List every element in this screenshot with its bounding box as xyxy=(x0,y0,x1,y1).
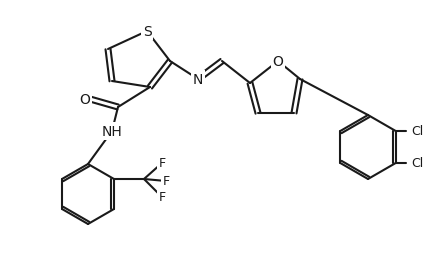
Text: F: F xyxy=(159,157,166,170)
Text: O: O xyxy=(79,93,90,107)
Text: F: F xyxy=(163,175,170,188)
Text: N: N xyxy=(193,73,203,87)
Text: O: O xyxy=(273,55,284,69)
Text: S: S xyxy=(142,25,151,39)
Text: Cl: Cl xyxy=(412,157,424,170)
Text: NH: NH xyxy=(102,124,122,138)
Text: Cl: Cl xyxy=(412,125,424,138)
Text: F: F xyxy=(159,191,166,204)
